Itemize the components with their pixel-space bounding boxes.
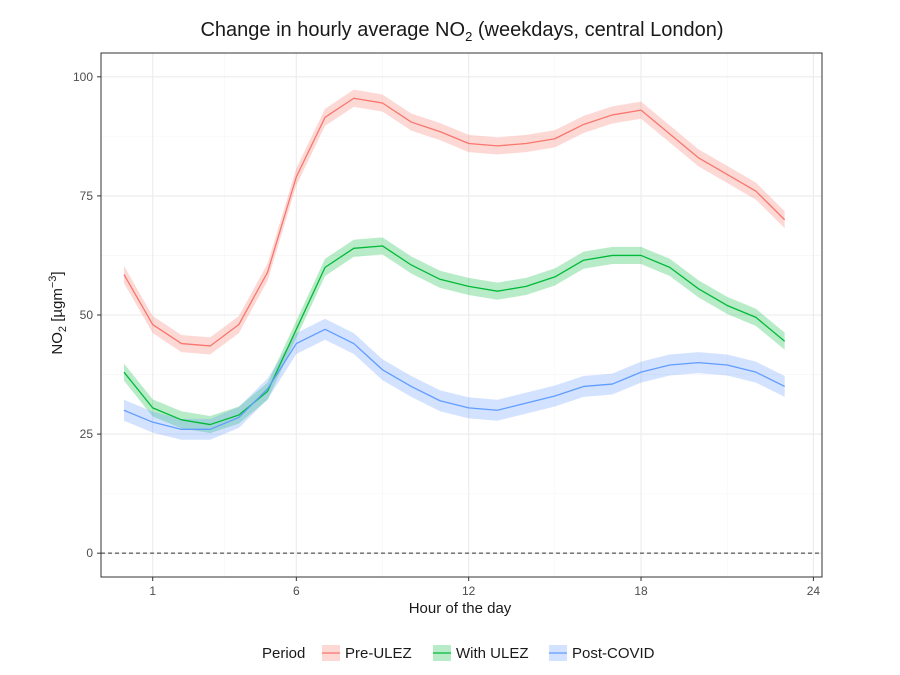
y-tick-label: 50: [80, 308, 94, 322]
legend: Period Pre-ULEZ With ULEZ Post-COVID: [262, 645, 655, 662]
y-axis-title-end: ]: [49, 271, 66, 275]
legend-item-post-covid: Post-COVID: [549, 645, 655, 662]
y-axis-title-unit: [µgm: [49, 288, 66, 326]
legend-item-pre-ulez: Pre-ULEZ: [322, 645, 412, 662]
confidence-bands: [123, 89, 785, 440]
legend-label-post-covid: Post-COVID: [572, 645, 655, 662]
plot-panel: [100, 52, 823, 578]
chart-title-subscript: 2: [465, 29, 472, 44]
minor-gridlines: [101, 53, 822, 577]
y-tick-label: 75: [80, 189, 94, 203]
x-axis-title: Hour of the day: [409, 600, 512, 617]
x-tick-label: 6: [293, 584, 300, 598]
y-tick-label: 100: [73, 70, 93, 84]
major-gridlines: [101, 53, 822, 577]
y-axis-title: NO2 [µgm−3]: [47, 271, 69, 354]
line-with-ulez: [123, 245, 786, 426]
chart-title-main: Change in hourly average NO: [200, 19, 465, 41]
legend-label-pre-ulez: Pre-ULEZ: [345, 645, 412, 662]
legend-label-with-ulez: With ULEZ: [456, 645, 529, 662]
line-post-covid: [123, 328, 785, 430]
band-with-ulez: [123, 237, 785, 434]
series-lines: [123, 97, 786, 430]
y-axis-title-main: NO: [49, 332, 66, 355]
band-pre-ulez: [123, 89, 785, 355]
x-tick-label: 18: [634, 584, 648, 598]
y-tick-label: 0: [86, 546, 93, 560]
x-tick-label: 12: [462, 584, 476, 598]
legend-title: Period: [262, 645, 305, 662]
x-tick-label: 24: [807, 584, 821, 598]
x-axis: 1 6 12 18 24: [149, 577, 820, 598]
y-tick-label: 25: [80, 427, 94, 441]
band-post-covid: [123, 318, 785, 440]
y-axis-title-subscript: 2: [57, 326, 69, 332]
x-tick-label: 1: [149, 584, 156, 598]
y-axis: 0 25 50 75 100: [73, 70, 101, 560]
legend-item-with-ulez: With ULEZ: [433, 645, 529, 662]
y-axis-title-superscript: −3: [47, 276, 59, 289]
line-pre-ulez: [123, 97, 786, 347]
chart-title-rest: (weekdays, central London): [472, 19, 723, 41]
chart-title: Change in hourly average NO2 (weekdays, …: [200, 19, 723, 44]
